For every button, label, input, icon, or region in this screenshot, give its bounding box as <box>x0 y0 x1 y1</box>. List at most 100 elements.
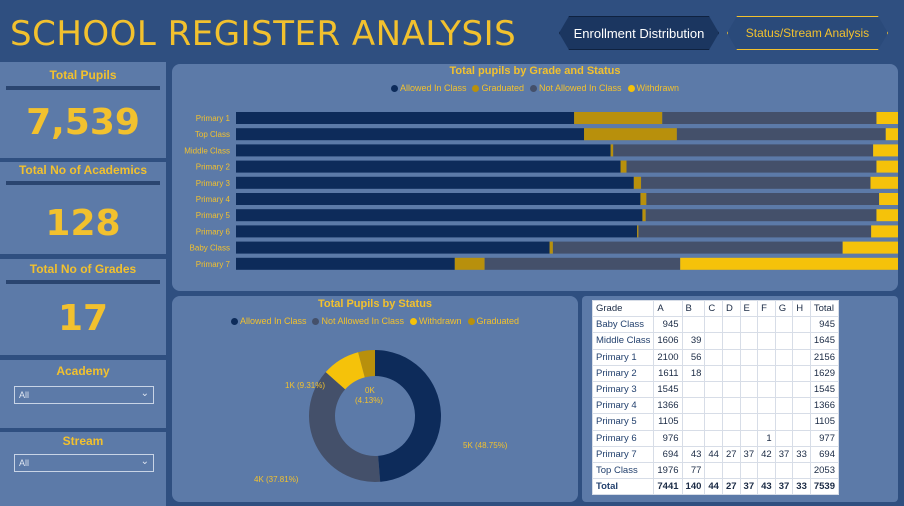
bar-segment[interactable] <box>613 144 874 157</box>
table-cell: 37 <box>774 445 794 463</box>
bar-segment[interactable] <box>879 193 898 205</box>
table-header-cell[interactable]: F <box>757 299 776 318</box>
bar-segment[interactable] <box>876 160 898 173</box>
bar-segment[interactable] <box>236 160 621 173</box>
table-cell <box>704 364 723 382</box>
donut-slice[interactable] <box>325 352 365 390</box>
bar-segment[interactable] <box>870 176 898 189</box>
table-header-cell[interactable]: Grade <box>591 299 655 318</box>
bar-segment[interactable] <box>549 241 553 254</box>
table-header-cell[interactable]: E <box>739 299 759 318</box>
legend-item-graduated: Graduated <box>467 316 519 326</box>
table-cell <box>704 429 723 447</box>
bar-segment[interactable] <box>574 112 663 124</box>
table-cell: 42 <box>757 445 776 463</box>
bar-segment[interactable] <box>236 144 611 157</box>
legend-item-withdrawn: Withdrawn <box>410 316 462 326</box>
table-cell: 77 <box>681 461 706 480</box>
bar-segment[interactable] <box>842 241 898 254</box>
table-cell: 945 <box>809 316 840 334</box>
bar-segment[interactable] <box>680 257 898 270</box>
stream-slicer-label: Stream <box>62 434 104 448</box>
table-cell <box>757 413 776 431</box>
table-cell <box>739 461 759 480</box>
donut-slice[interactable] <box>375 350 442 482</box>
bar-segment[interactable] <box>873 144 898 157</box>
table-header-cell[interactable]: C <box>704 299 723 318</box>
table-cell <box>721 316 741 334</box>
bar-segment[interactable] <box>640 193 647 205</box>
bar-segment[interactable] <box>236 193 641 205</box>
enrollment-distribution-button[interactable]: Enrollment Distribution <box>559 16 719 50</box>
table-cell <box>792 461 811 480</box>
bar-segment[interactable] <box>676 128 886 141</box>
table-header-cell[interactable]: Total <box>809 299 840 318</box>
table-cell: 37 <box>739 445 759 463</box>
bar-segment[interactable] <box>552 241 843 254</box>
bar-segment[interactable] <box>620 160 627 173</box>
table-cell: 1611 <box>653 364 683 382</box>
bar-segment[interactable] <box>637 225 639 238</box>
donut-label-allowed: 5K (48.75%) <box>463 441 508 450</box>
academy-dropdown[interactable]: All ⌄ <box>14 386 154 404</box>
donut-slice[interactable] <box>358 350 375 378</box>
table-cell <box>721 348 741 366</box>
status-stream-analysis-button[interactable]: Status/Stream Analysis <box>727 16 888 50</box>
table-cell <box>721 461 741 480</box>
bar-segment[interactable] <box>484 257 681 270</box>
bar-segment[interactable] <box>876 209 898 222</box>
bar-segment[interactable] <box>610 144 614 157</box>
bar-segment[interactable] <box>638 225 872 238</box>
table-row: Middle Class 1606 39 1645 <box>591 332 840 350</box>
donut-slice[interactable] <box>309 372 381 482</box>
table-cell: 1545 <box>809 380 840 399</box>
bar-segment[interactable] <box>454 257 485 270</box>
table-cell <box>721 380 741 399</box>
kpi-total-pupils-value: 7,539 <box>26 102 140 143</box>
bar-segment[interactable] <box>662 112 877 124</box>
bar-segment[interactable] <box>236 225 638 238</box>
table-cell: 1366 <box>809 397 840 415</box>
bar-segment[interactable] <box>236 112 575 124</box>
bar-segment[interactable] <box>584 128 677 141</box>
bar-category-label: Primary 5 <box>196 211 231 220</box>
table-cell <box>757 364 776 382</box>
table-total-row: Total 7441 140 44 27 37 43 37 33 7539 <box>591 478 840 496</box>
bar-segment[interactable] <box>885 128 898 141</box>
table-cell <box>681 397 706 415</box>
bar-segment[interactable] <box>236 241 550 254</box>
bar-segment[interactable] <box>871 225 898 238</box>
bar-segment[interactable] <box>626 160 877 173</box>
bar-segment[interactable] <box>876 112 898 124</box>
bar-segment[interactable] <box>646 193 880 205</box>
table-cell <box>721 397 741 415</box>
table-header-cell[interactable]: H <box>792 299 811 318</box>
table-header-cell[interactable]: G <box>774 299 794 318</box>
bar-segment[interactable] <box>641 176 871 189</box>
table-header-cell[interactable]: A <box>653 299 683 318</box>
table-cell: 945 <box>653 316 683 334</box>
table-cell: Primary 5 <box>591 413 655 431</box>
bar-segment[interactable] <box>645 209 877 222</box>
table-row: Primary 3 1545 1545 <box>591 380 840 399</box>
table-header-cell[interactable]: D <box>721 299 741 318</box>
kpi-divider <box>6 181 160 185</box>
table-cell <box>681 316 706 334</box>
table-header-cell[interactable]: B <box>681 299 706 318</box>
table-cell <box>739 413 759 431</box>
stream-dropdown[interactable]: All ⌄ <box>14 454 154 472</box>
academy-slicer-label: Academy <box>56 364 110 378</box>
table-cell: 1606 <box>653 332 683 350</box>
table-cell: 2053 <box>809 461 840 480</box>
table-cell <box>774 397 794 415</box>
bar-segment[interactable] <box>633 176 642 189</box>
bar-segment[interactable] <box>236 257 455 270</box>
bar-segment[interactable] <box>642 209 646 222</box>
bar-segment[interactable] <box>236 176 634 189</box>
table-cell <box>739 332 759 350</box>
bar-segment[interactable] <box>236 128 585 141</box>
table-cell <box>774 348 794 366</box>
bar-segment[interactable] <box>236 209 643 222</box>
table-cell: Top Class <box>591 461 655 480</box>
table-total-cell: 7441 <box>653 478 683 496</box>
